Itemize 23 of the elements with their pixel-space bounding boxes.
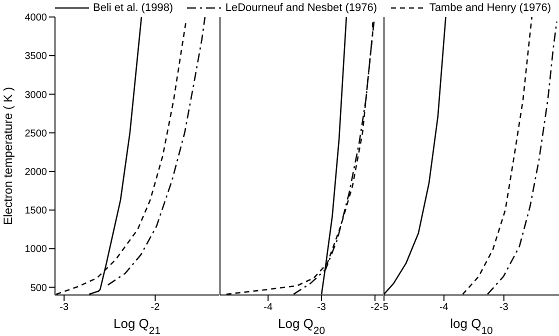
x-tick-label: -3 (60, 302, 69, 314)
y-tick-label: 500 (30, 282, 48, 294)
x-axis-title: Log Q$_{20}$ (278, 316, 326, 336)
legend-label: Tambe and Henry (1976) (429, 2, 551, 14)
x-tick-label: -4 (264, 302, 273, 314)
y-tick-label: 2500 (24, 128, 48, 140)
y-tick-label: 2000 (24, 166, 48, 178)
x-tick-label: -2 (370, 302, 380, 314)
x-tick-label: -5 (380, 302, 389, 314)
y-tick-label: 3500 (24, 51, 48, 62)
y-tick-label: 3000 (24, 90, 48, 101)
legend-label: LeDourneuf and Nesbet (1976) (225, 2, 378, 14)
x-axis-title: Log Q$_{21}$ (114, 316, 161, 336)
x-tick-label: -4 (439, 302, 449, 314)
x-tick-label: -3 (499, 302, 509, 314)
y-tick-label: 1000 (24, 244, 48, 256)
y-tick-label: 1500 (24, 206, 48, 217)
x-tick-label: -3 (317, 302, 326, 314)
legend-label: Beli et al. (1998) (93, 2, 174, 14)
y-tick-label: 4000 (24, 12, 48, 24)
x-axis-title: log Q$_{10}$ (450, 316, 494, 336)
x-tick-label: -2 (150, 302, 160, 314)
y-axis-title: Electron temperature ( K ) (1, 86, 15, 226)
